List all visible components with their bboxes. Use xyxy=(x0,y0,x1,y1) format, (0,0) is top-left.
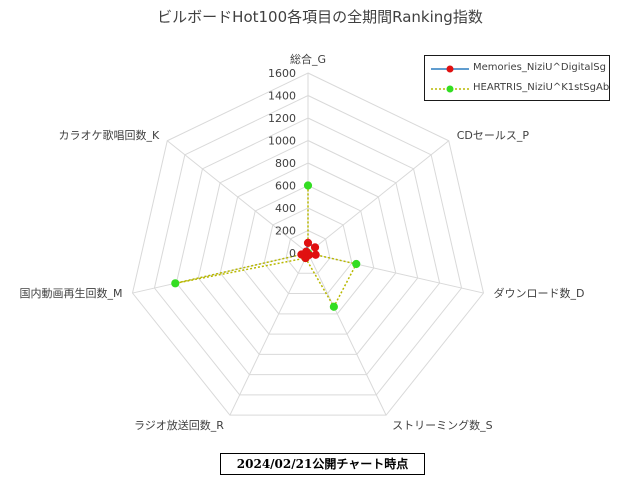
tick-label-1200: 1200 xyxy=(268,112,296,125)
tick-label-1400: 1400 xyxy=(268,90,296,103)
tick-label-0: 0 xyxy=(289,247,296,260)
snapshot-date-note: 2024/02/21公開チャート時点 xyxy=(220,453,425,475)
axis-label-0: 総合_G xyxy=(290,52,326,66)
radar-series xyxy=(171,181,361,311)
grid-ring-600 xyxy=(241,184,375,315)
tick-label-1600: 1600 xyxy=(268,67,296,80)
legend-label-memories: Memories_NiziU^DigitalSg xyxy=(473,62,607,73)
grid-ring-800 xyxy=(219,162,397,335)
grid-spoke-2 xyxy=(307,252,484,294)
grid-spoke-6 xyxy=(166,140,309,254)
tick-label-600: 600 xyxy=(275,180,296,193)
series-line-1 xyxy=(175,185,358,309)
series-0-point-0 xyxy=(303,238,313,247)
grid-ring-1000 xyxy=(197,139,419,355)
grid-spoke-1 xyxy=(307,140,450,254)
series-0-point-2 xyxy=(311,250,320,259)
legend-swatch-memories xyxy=(431,65,469,73)
axis-label-3: ストリーミング数_S xyxy=(392,418,492,432)
tick-label-400: 400 xyxy=(275,202,296,215)
axis-label-1: CDセールス_P xyxy=(457,129,530,142)
grid-ring-200 xyxy=(285,229,331,274)
series-1-point-5 xyxy=(171,279,180,288)
grid-spoke-3 xyxy=(307,252,387,416)
tick-label-800: 800 xyxy=(275,157,296,170)
grid-spoke-4 xyxy=(229,252,309,416)
grid-ring-1600 xyxy=(131,72,485,416)
axis-label-5: 国内動画再生回数_M xyxy=(20,286,123,300)
axis-label-2: ダウンロード数_D xyxy=(493,286,584,300)
grid-ring-1200 xyxy=(175,117,441,376)
legend-item-heartris: HEARTRIS_NiziU^K1stSgAb xyxy=(425,80,611,98)
grid-ring-400 xyxy=(263,207,353,295)
tick-label-1000: 1000 xyxy=(268,135,296,148)
legend-label-heartris: HEARTRIS_NiziU^K1stSgAb xyxy=(473,82,610,93)
series-1-point-2 xyxy=(352,259,361,269)
series-1-point-3 xyxy=(329,302,338,311)
tick-label-200: 200 xyxy=(275,225,296,238)
axis-label-6: カラオケ歌唱回数_K xyxy=(59,128,160,142)
series-0-point-1 xyxy=(310,243,320,252)
chart-title: ビルボードHot100各項目の全期間Ranking指数 xyxy=(157,8,483,26)
series-1-point-0 xyxy=(303,181,313,190)
legend-item-memories: Memories_NiziU^DigitalSg xyxy=(425,60,611,78)
series-0-point-6 xyxy=(302,247,311,256)
legend: Memories_NiziU^DigitalSg HEARTRIS_NiziU^… xyxy=(424,55,610,101)
radar-grid xyxy=(131,72,485,416)
legend-swatch-heartris xyxy=(431,85,469,93)
axis-label-4: ラジオ放送回数_R xyxy=(134,418,224,432)
grid-ring-1400 xyxy=(153,94,463,396)
